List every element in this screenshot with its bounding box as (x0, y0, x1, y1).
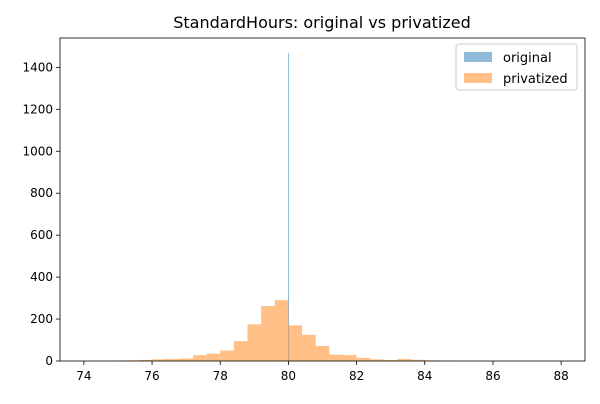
y-tick-label-200: 200 (30, 312, 53, 326)
y-tick-label-800: 800 (30, 186, 53, 200)
privatized-bar-15 (316, 346, 330, 361)
x-tick-label-74: 74 (76, 369, 91, 383)
y-axis: 0 200 400 600 800 1000 1200 1400 (22, 60, 60, 368)
x-tick-label-84: 84 (417, 369, 432, 383)
y-tick-label-400: 400 (30, 270, 53, 284)
legend-label-original: original (503, 51, 552, 66)
privatized-bar-7 (207, 354, 221, 361)
privatized-bar-8 (220, 351, 234, 361)
privatized-bar-6 (193, 355, 207, 361)
y-tick-label-600: 600 (30, 228, 53, 242)
privatized-bar-16 (329, 355, 343, 361)
privatized-bar-9 (234, 341, 248, 361)
privatized-bar-11 (261, 306, 275, 361)
privatized-bar-18 (357, 358, 371, 361)
legend-swatch-original (464, 52, 492, 62)
legend: original privatized (456, 44, 577, 90)
x-tick-label-78: 78 (213, 369, 228, 383)
y-tick-label-1000: 1000 (22, 144, 53, 158)
privatized-bar-13 (288, 325, 302, 361)
y-tick-label-1400: 1400 (22, 60, 53, 74)
y-tick-label-1200: 1200 (22, 102, 53, 116)
privatized-bar-10 (248, 324, 262, 361)
series-privatized (111, 300, 452, 361)
x-tick-label-82: 82 (349, 369, 364, 383)
x-tick-label-88: 88 (553, 369, 568, 383)
x-tick-label-86: 86 (485, 369, 500, 383)
legend-swatch-privatized (464, 73, 492, 83)
privatized-bar-12 (275, 300, 289, 361)
privatized-bar-14 (302, 335, 316, 361)
x-tick-label-76: 76 (144, 369, 159, 383)
x-axis: 74 76 78 80 82 84 86 88 (76, 361, 569, 383)
x-tick-label-80: 80 (281, 369, 296, 383)
y-tick-label-0: 0 (45, 354, 53, 368)
privatized-bar-17 (343, 355, 357, 361)
legend-label-privatized: privatized (503, 72, 568, 87)
chart-title: StandardHours: original vs privatized (173, 13, 471, 32)
